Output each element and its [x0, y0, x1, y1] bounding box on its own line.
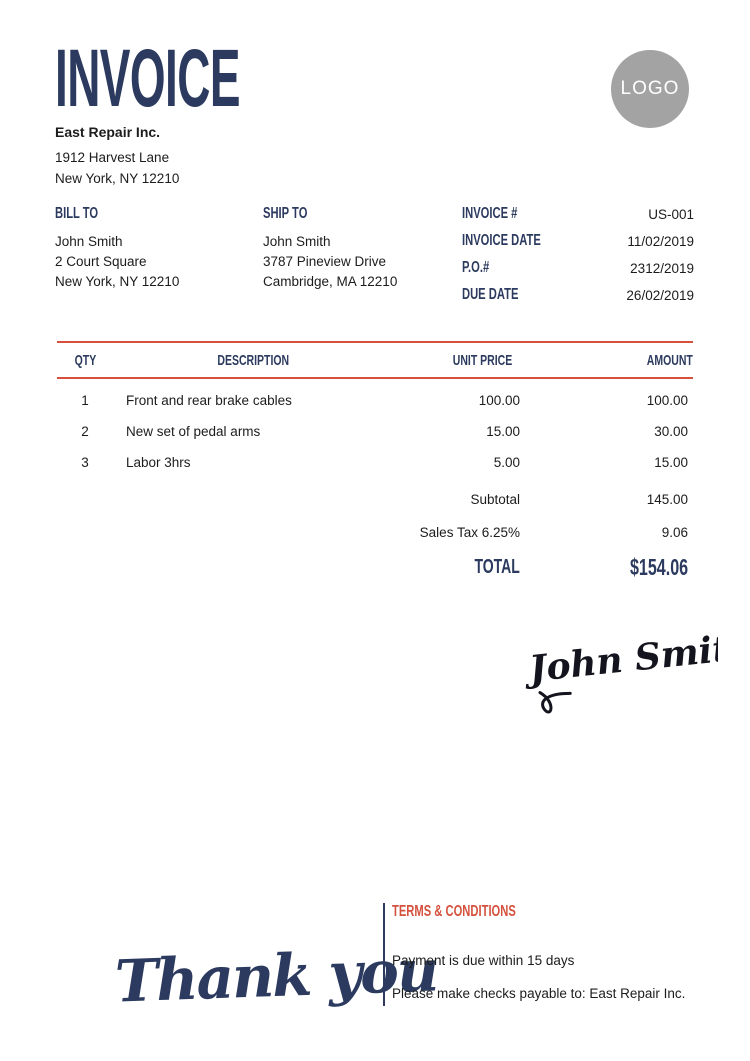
page-title: INVOICE: [55, 38, 385, 120]
total-label: TOTAL: [320, 556, 520, 579]
signature-image: John Smith: [521, 625, 750, 714]
table-row: 2 New set of pedal arms 15.00 30.00: [57, 416, 693, 447]
item-unit-price: 15.00: [486, 424, 520, 439]
table-top-rule: [57, 341, 693, 343]
ship-to-heading: SHIP TO: [263, 205, 397, 223]
po-number-value: 2312/2019: [630, 261, 694, 276]
item-amount: 30.00: [654, 424, 688, 439]
item-description: New set of pedal arms: [126, 424, 261, 439]
invoice-number-row: INVOICE # US-001: [462, 205, 694, 223]
unit-price-header: UNIT PRICE: [453, 351, 513, 369]
invoice-number-label: INVOICE #: [462, 205, 518, 222]
terms-heading: TERMS & CONDITIONS: [392, 903, 569, 921]
invoice-date-label: INVOICE DATE: [462, 232, 541, 249]
total-value-text: $154.06: [629, 554, 688, 580]
logo-placeholder-text: LOGO: [620, 78, 680, 99]
invoice-date-row: INVOICE DATE 11/02/2019: [462, 232, 694, 250]
company-name: East Repair Inc.: [55, 124, 161, 140]
bill-to-address: John Smith 2 Court Square New York, NY 1…: [55, 232, 179, 292]
invoice-number-value: US-001: [648, 207, 694, 222]
item-description: Labor 3hrs: [126, 455, 191, 470]
footer-divider: [383, 903, 385, 1006]
ship-to-block: SHIP TO John Smith 3787 Pineview Drive C…: [263, 205, 397, 292]
item-description: Front and rear brake cables: [126, 393, 292, 408]
page-title-text: INVOICE: [55, 33, 240, 124]
company-block: East Repair Inc. 1912 Harvest Lane New Y…: [55, 122, 179, 189]
bill-to-block: BILL TO John Smith 2 Court Square New Yo…: [55, 205, 179, 292]
sales-tax-value: 9.06: [661, 525, 688, 540]
bill-to-line: New York, NY 12210: [55, 274, 180, 289]
company-logo: LOGO: [611, 50, 689, 128]
sales-tax-label: Sales Tax 6.25%: [419, 525, 520, 540]
table-row: 3 Labor 3hrs 5.00 15.00: [57, 447, 693, 478]
signature-flourish: [538, 691, 572, 714]
table-header-row: QTY DESCRIPTION UNIT PRICE AMOUNT: [57, 343, 693, 377]
item-qty: 1: [81, 393, 89, 408]
total-label-text: TOTAL: [474, 556, 520, 578]
item-qty: 2: [81, 424, 89, 439]
item-amount: 15.00: [654, 455, 688, 470]
bill-to-line: John Smith: [55, 234, 123, 249]
ship-to-address: John Smith 3787 Pineview Drive Cambridge…: [263, 232, 397, 292]
due-date-value: 26/02/2019: [626, 288, 694, 303]
item-qty: 3: [81, 455, 89, 470]
terms-line: Please make checks payable to: East Repa…: [392, 986, 686, 1001]
total-value: $154.06: [568, 554, 688, 581]
company-address-line2: New York, NY 12210: [55, 171, 180, 186]
po-number-label: P.O.#: [462, 259, 490, 276]
table-header-rule: [57, 377, 693, 379]
table-row: 1 Front and rear brake cables 100.00 100…: [57, 385, 693, 416]
ship-to-line: 3787 Pineview Drive: [263, 254, 387, 269]
ship-to-label: SHIP TO: [263, 205, 308, 222]
item-amount: 100.00: [646, 393, 688, 408]
subtotal-value: 145.00: [646, 492, 688, 507]
company-address-line1: 1912 Harvest Lane: [55, 150, 170, 165]
terms-line: Payment is due within 15 days: [392, 953, 575, 968]
qty-header: QTY: [74, 351, 96, 369]
terms-heading-text: TERMS & CONDITIONS: [392, 903, 516, 920]
ship-to-line: John Smith: [263, 234, 331, 249]
bill-to-heading: BILL TO: [55, 205, 179, 223]
subtotal-label: Subtotal: [470, 492, 520, 507]
due-date-label: DUE DATE: [462, 286, 519, 303]
amount-header: AMOUNT: [646, 351, 693, 369]
description-header: DESCRIPTION: [217, 351, 289, 369]
item-unit-price: 5.00: [493, 455, 520, 470]
items-table: QTY DESCRIPTION UNIT PRICE AMOUNT 1 Fron…: [57, 341, 693, 478]
item-unit-price: 100.00: [478, 393, 520, 408]
signature: John Smith: [521, 600, 750, 720]
thank-you-script: Thank you: [113, 936, 439, 1016]
bill-to-label: BILL TO: [55, 205, 99, 222]
bill-to-line: 2 Court Square: [55, 254, 147, 269]
signature-name: John Smith: [523, 625, 718, 691]
ship-to-line: Cambridge, MA 12210: [263, 274, 398, 289]
invoice-date-value: 11/02/2019: [627, 234, 694, 249]
po-number-row: P.O.# 2312/2019: [462, 259, 694, 277]
due-date-row: DUE DATE 26/02/2019: [462, 286, 694, 304]
